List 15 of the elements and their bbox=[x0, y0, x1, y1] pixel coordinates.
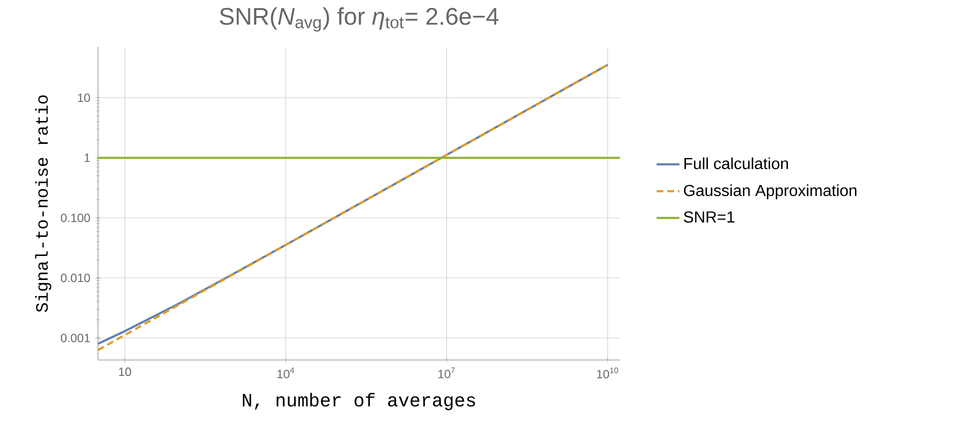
y-tick-label: 0.010 bbox=[60, 274, 90, 282]
legend-label: Gaussian Approximation bbox=[684, 184, 856, 200]
x-tick-label: 10$^{10}$ bbox=[597, 368, 618, 378]
y-axis-title: Signal-to-noise ratio bbox=[35, 95, 52, 312]
legend-label: SNR=1 bbox=[684, 211, 734, 223]
y-tick-label: 0.100 bbox=[60, 214, 90, 222]
x-tick-label: 10$^{7}$ bbox=[438, 368, 455, 378]
x-tick-label: 10$^{4}$ bbox=[277, 368, 294, 378]
x-axis-title: N, number of averages bbox=[242, 392, 476, 410]
chart-title: SNR(N$_{avg}$) for η$_{tot}$= 2.6e−4 bbox=[220, 7, 499, 32]
y-tick-label: 10 bbox=[78, 93, 90, 102]
x-tick-label: 10 bbox=[119, 368, 132, 376]
y-tick-label: 1 bbox=[84, 154, 90, 162]
legend-label: Full calculation bbox=[684, 157, 788, 170]
y-tick-label: 0.001 bbox=[60, 334, 90, 342]
